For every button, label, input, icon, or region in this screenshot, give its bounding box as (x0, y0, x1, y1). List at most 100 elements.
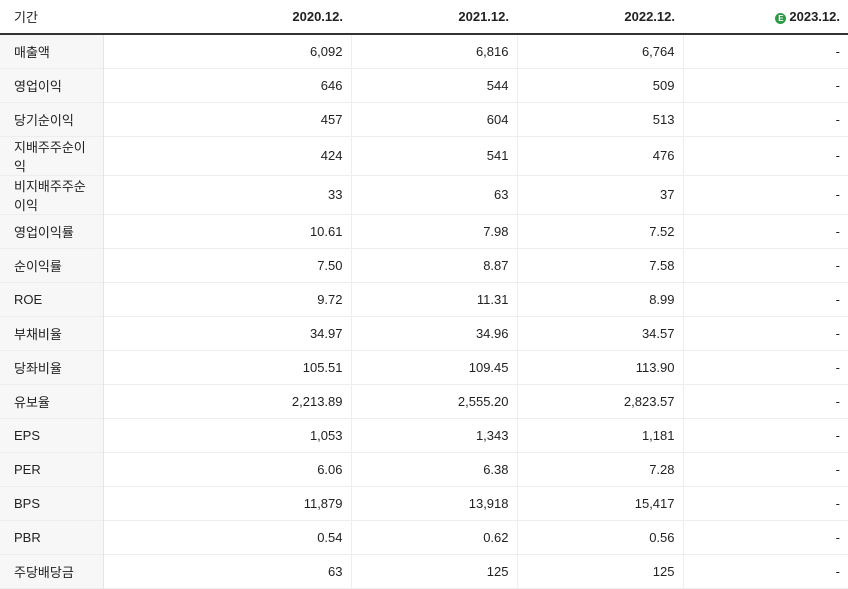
row-label: PBR (0, 520, 104, 554)
table-row: 주당배당금 63 125 125- (0, 554, 848, 588)
value-cell: 34.57 (517, 316, 684, 350)
table-body: 매출액 6,092 6,816 6,764- 영업이익 646 544 509- 당기순이익 45… (0, 34, 848, 588)
value-cell: 0.62 (351, 520, 518, 554)
value-cell: 15,417 (517, 486, 684, 520)
row-label: 영업이익률 (0, 214, 104, 248)
table-row: 지배주주순이익 424 541 476 - (0, 136, 848, 175)
table-row: 부채비율 34.97 34.96 34.57 - (0, 316, 848, 350)
value-cell: - (835, 77, 840, 93)
table-row: 유보율 2,213.89 2,555.20 2,823.57 - (0, 384, 848, 418)
value-cell: - (835, 43, 840, 59)
value-cell: 63 (351, 175, 518, 214)
value-cell: - (835, 427, 840, 443)
value-cell: - (835, 563, 840, 579)
row-label: 지배주주순이익 (0, 136, 104, 175)
value-cell: 646 (103, 68, 352, 102)
row-label: 부채비율 (0, 316, 104, 350)
value-cell: 7.50 (103, 248, 352, 282)
value-cell: 509 (517, 68, 684, 102)
value-cell: - (835, 257, 840, 273)
value-cell: 0.54 (103, 520, 352, 554)
row-label: PER (0, 452, 104, 486)
row-label: ROE (0, 282, 104, 316)
table-row: EPS 1,053 1,343 1,181 - (0, 418, 848, 452)
table-row: 당좌비율 105.51 109.45 113.90 - (0, 350, 848, 384)
value-cell: 11,879 (103, 486, 352, 520)
value-cell: 6,092 (103, 34, 352, 68)
table-row: 영업이익 646 544 509 - (0, 68, 848, 102)
value-cell: 10.61 (103, 214, 352, 248)
value-cell: 11.31 (351, 282, 518, 316)
value-cell: 513 (517, 102, 684, 136)
value-cell: 1,053 (103, 418, 352, 452)
year-header: 2022.12. (517, 0, 683, 35)
value-cell: 604 (351, 102, 518, 136)
value-cell: 2,555.20 (351, 384, 518, 418)
value-cell: 125 (351, 554, 518, 588)
row-label: 주당배당금 (0, 554, 104, 588)
row-label: 순이익률 (0, 248, 104, 282)
period-header: 기간 (0, 0, 103, 35)
value-cell: 113.90 (517, 350, 684, 384)
value-cell: 6,764 (517, 34, 684, 68)
value-cell: 476 (517, 136, 684, 175)
table-row: 당기순이익 457 604 513 - (0, 102, 848, 136)
value-cell: 34.97 (103, 316, 352, 350)
value-cell: 6.38 (351, 452, 518, 486)
table-row: BPS 11,879 13,918 15,417 - (0, 486, 848, 520)
row-label: 유보율 (0, 384, 104, 418)
value-cell: 33 (103, 175, 352, 214)
row-label: 당기순이익 (0, 102, 104, 136)
table-row: 매출액 6,092 6,816 6,764 - (0, 34, 848, 68)
value-cell: 1,181 (517, 418, 684, 452)
value-cell: 8.87 (351, 248, 518, 282)
value-cell: 63 (103, 554, 352, 588)
value-cell: 1,343 (351, 418, 518, 452)
row-label: BPS (0, 486, 104, 520)
row-label: 비지배주주순이익 (0, 175, 104, 214)
year-header: 2021.12. (351, 0, 517, 35)
value-cell: - (835, 461, 840, 477)
value-cell: 125 (517, 554, 684, 588)
value-cell: - (835, 223, 840, 239)
value-cell: 457 (103, 102, 352, 136)
value-cell: 7.98 (351, 214, 518, 248)
value-cell: 0.56 (517, 520, 684, 554)
table-header-row: 기간 2020.12. 2021.12. 2022.12. E 2023.12. (0, 0, 848, 35)
value-cell: - (835, 393, 840, 409)
value-cell: 7.52 (517, 214, 684, 248)
value-cell: 6,816 (351, 34, 518, 68)
value-cell: 37 (517, 175, 684, 214)
value-cell: - (835, 495, 840, 511)
value-cell: 109.45 (351, 350, 518, 384)
table-row: 비지배주주순이익 33 63 37 - (0, 175, 848, 214)
table-row: PER 6.06 6.38 7.28 - (0, 452, 848, 486)
value-cell: 9.72 (103, 282, 352, 316)
value-cell: - (835, 111, 840, 127)
value-cell: 13,918 (351, 486, 518, 520)
row-label: 매출액 (0, 34, 104, 68)
row-label: 영업이익 (0, 68, 104, 102)
value-cell: 7.28 (517, 452, 684, 486)
table-row: 순이익률 7.50 8.87 7.58 - (0, 248, 848, 282)
row-label: 당좌비율 (0, 350, 104, 384)
value-cell: 2,213.89 (103, 384, 352, 418)
value-cell: - (835, 359, 840, 375)
value-cell: 424 (103, 136, 352, 175)
row-label: EPS (0, 418, 104, 452)
value-cell: 105.51 (103, 350, 352, 384)
year-header-estimate: E 2023.12. (683, 0, 848, 35)
table-row: 영업이익률 10.61 7.98 7.52 - (0, 214, 848, 248)
value-cell: 8.99 (517, 282, 684, 316)
value-cell: 541 (351, 136, 518, 175)
value-cell: - (835, 291, 840, 307)
year-header-label: 2023.12. (789, 9, 840, 24)
value-cell: 6.06 (103, 452, 352, 486)
value-cell: - (835, 325, 840, 341)
year-header: 2020.12. (103, 0, 351, 35)
value-cell: - (835, 187, 840, 202)
estimate-icon: E (775, 13, 787, 24)
value-cell: 544 (351, 68, 518, 102)
value-cell: 2,823.57 (517, 384, 684, 418)
